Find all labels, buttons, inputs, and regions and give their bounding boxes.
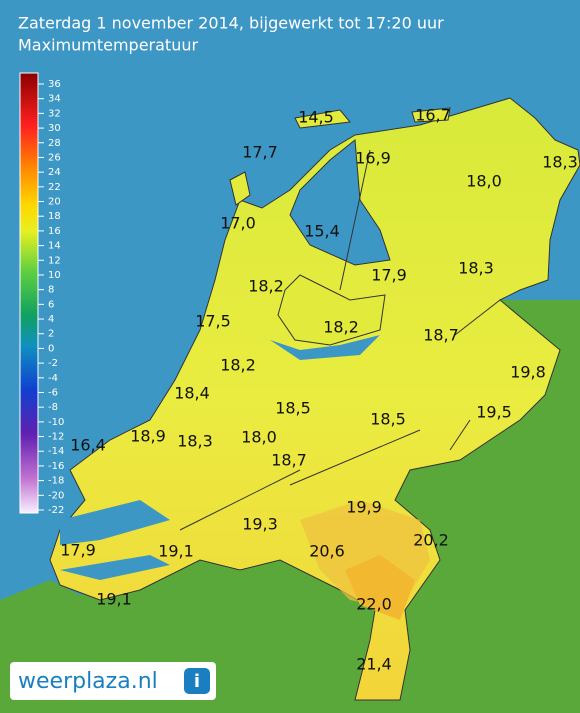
flevoland <box>277 274 386 346</box>
legend-label: 4 <box>48 314 54 325</box>
station-value: 17,0 <box>220 214 256 233</box>
station-value: 19,1 <box>96 590 132 609</box>
station-value: 14,5 <box>298 108 334 127</box>
legend-bar <box>19 72 39 514</box>
legend-label: 26 <box>48 152 61 163</box>
station-value: 19,5 <box>476 403 512 422</box>
legend-label: 32 <box>48 108 61 119</box>
station-value: 18,0 <box>466 172 502 191</box>
station-value: 18,5 <box>275 399 311 418</box>
station-value: 16,7 <box>415 106 451 125</box>
station-value: 21,4 <box>356 655 392 674</box>
contour-lines <box>179 149 501 531</box>
logo-icon <box>184 668 210 694</box>
station-value: 18,9 <box>130 427 166 446</box>
terschelling <box>294 109 351 129</box>
legend-label: -20 <box>48 490 64 501</box>
ameland <box>411 107 451 123</box>
legend-label: 24 <box>48 167 61 178</box>
legend-label: -6 <box>48 387 58 398</box>
legend-label: 36 <box>48 79 61 90</box>
logo-box <box>10 662 216 700</box>
legend-label: -14 <box>48 446 64 457</box>
title: Zaterdag 1 november 2014, bijgewerkt tot… <box>18 14 444 33</box>
station-value: 18,3 <box>177 432 213 451</box>
legend: 363432302826242220181614121086420-2-4-6-… <box>38 79 64 516</box>
legend-label: -12 <box>48 432 64 443</box>
randmeren <box>270 335 380 360</box>
station-value: 20,2 <box>413 531 449 550</box>
legend-label: -10 <box>48 417 64 428</box>
station-value: 17,9 <box>60 541 96 560</box>
station-value: 16,9 <box>355 149 391 168</box>
legend-label: 22 <box>48 182 61 193</box>
station-value: 18,2 <box>248 277 284 296</box>
ijsselmeer <box>289 139 391 266</box>
station-value: 18,7 <box>271 451 307 470</box>
legend-label: 12 <box>48 255 61 266</box>
legend-label: 6 <box>48 299 54 310</box>
station-value: 17,9 <box>371 266 407 285</box>
station-value: 19,8 <box>510 363 546 382</box>
netherlands <box>49 97 580 701</box>
legend-label: 34 <box>48 94 61 105</box>
legend-label: 14 <box>48 241 61 252</box>
station-value: 18,7 <box>423 326 459 345</box>
logo-text: weerplaza.nl <box>18 669 158 694</box>
legend-label: -18 <box>48 476 64 487</box>
legend-label: 30 <box>48 123 61 134</box>
legend-label: -16 <box>48 461 64 472</box>
legend-label: 0 <box>48 343 54 354</box>
station-value: 15,4 <box>304 222 340 241</box>
delta-waters <box>60 500 170 580</box>
station-value: 19,1 <box>158 542 194 561</box>
station-value: 18,2 <box>323 318 359 337</box>
station-value: 17,7 <box>242 143 278 162</box>
stations: 14,5 16,7 17,7 16,9 18,3 18,0 17,0 15,4 17,9 18,3… <box>60 106 578 674</box>
legend-label: -4 <box>48 373 58 384</box>
legend-label: 18 <box>48 211 61 222</box>
station-value: 16,4 <box>70 436 106 455</box>
station-value: 18,3 <box>542 153 578 172</box>
legend-label: 16 <box>48 226 61 237</box>
station-value: 19,3 <box>242 515 278 534</box>
station-value: 17,5 <box>195 312 231 331</box>
legend-label: 8 <box>48 285 54 296</box>
station-value: 18,0 <box>241 428 277 447</box>
station-value: 18,5 <box>370 410 406 429</box>
station-value: 18,4 <box>174 384 210 403</box>
station-value: 22,0 <box>356 595 392 614</box>
legend-label: -2 <box>48 358 58 369</box>
legend-label: 2 <box>48 329 54 340</box>
station-value: 18,3 <box>458 259 494 278</box>
warmest-zone <box>345 555 415 620</box>
legend-label: -8 <box>48 402 58 413</box>
logo-icon-text: i <box>194 671 200 692</box>
legend-label: -22 <box>48 505 64 516</box>
subtitle: Maximumtemperatuur <box>18 36 198 55</box>
legend-label: 28 <box>48 138 61 149</box>
station-value: 19,9 <box>346 498 382 517</box>
legend-label: 10 <box>48 270 61 281</box>
texel <box>229 171 251 206</box>
station-value: 18,2 <box>220 356 256 375</box>
land-abroad <box>0 300 580 713</box>
station-value: 20,6 <box>309 542 345 561</box>
legend-label: 20 <box>48 197 61 208</box>
